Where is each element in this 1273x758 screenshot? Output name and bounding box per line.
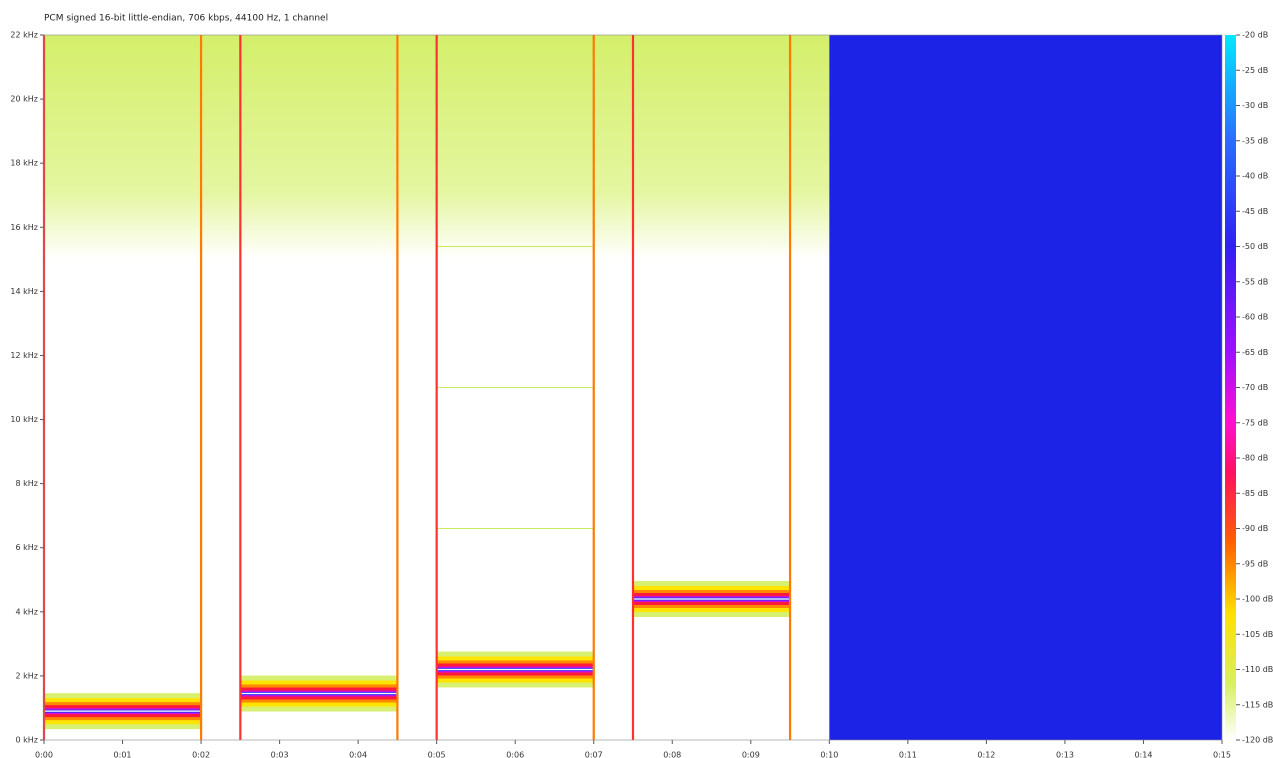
y-tick-label: 12 kHz [10,351,38,360]
x-tick-label: 0:14 [1134,751,1152,758]
colorbar-tick-label: -35 dB [1242,136,1268,145]
colorbar-tick-label: -100 dB [1242,595,1273,604]
y-tick-label: 2 kHz [16,671,38,680]
y-tick-label: 10 kHz [10,415,38,424]
colorbar-tick-label: -25 dB [1242,66,1268,75]
y-tick-label: 14 kHz [10,287,38,296]
colorbar-tick-label: -55 dB [1242,277,1268,286]
colorbar-tick-label: -40 dB [1242,172,1268,181]
colorbar-tick-label: -110 dB [1242,665,1273,674]
colorbar-tick-label: -120 dB [1242,736,1273,745]
colorbar [1225,35,1236,740]
colorbar-tick-label: -95 dB [1242,559,1268,568]
header-title: PCM signed 16-bit little-endian, 706 kbp… [44,14,328,24]
colorbar-tick-label: -80 dB [1242,454,1268,463]
x-tick-label: 0:00 [35,751,53,758]
colorbar-tick-label: -45 dB [1242,207,1268,216]
colorbar-tick-label: -65 dB [1242,348,1268,357]
y-tick-label: 16 kHz [10,223,38,232]
y-tick-label: 18 kHz [10,159,38,168]
y-tick-label: 22 kHz [10,31,38,40]
y-tick-label: 8 kHz [16,479,38,488]
x-tick-label: 0:12 [977,751,995,758]
plot-frame [43,34,1223,741]
x-tick-label: 0:06 [506,751,524,758]
colorbar-tick-label: -85 dB [1242,489,1268,498]
noise-region [829,35,1222,740]
y-tick-label: 4 kHz [16,607,38,616]
colorbar-tick-label: -20 dB [1242,31,1268,40]
x-tick-label: 0:07 [585,751,603,758]
y-tick-label: 6 kHz [16,543,38,552]
colorbar-tick-label: -70 dB [1242,383,1268,392]
x-tick-label: 0:10 [820,751,838,758]
x-tick-label: 0:04 [349,751,367,758]
x-tick-label: 0:01 [114,751,132,758]
x-tick-label: 0:02 [192,751,210,758]
x-tick-label: 0:13 [1056,751,1074,758]
colorbar-tick-label: -60 dB [1242,313,1268,322]
x-tick-label: 0:05 [428,751,446,758]
y-tick-label: 0 kHz [16,736,38,745]
x-tick-label: 0:03 [271,751,289,758]
colorbar-tick-label: -30 dB [1242,101,1268,110]
colorbar-tick-label: -90 dB [1242,524,1268,533]
x-tick-label: 0:11 [899,751,917,758]
x-tick-label: 0:08 [663,751,681,758]
x-tick-label: 0:09 [742,751,760,758]
colorbar-tick-label: -50 dB [1242,242,1268,251]
colorbar-tick-label: -75 dB [1242,418,1268,427]
x-tick-label: 0:15 [1213,751,1231,758]
y-tick-label: 20 kHz [10,95,38,104]
colorbar-tick-label: -105 dB [1242,630,1273,639]
colorbar-tick-label: -115 dB [1242,700,1273,709]
